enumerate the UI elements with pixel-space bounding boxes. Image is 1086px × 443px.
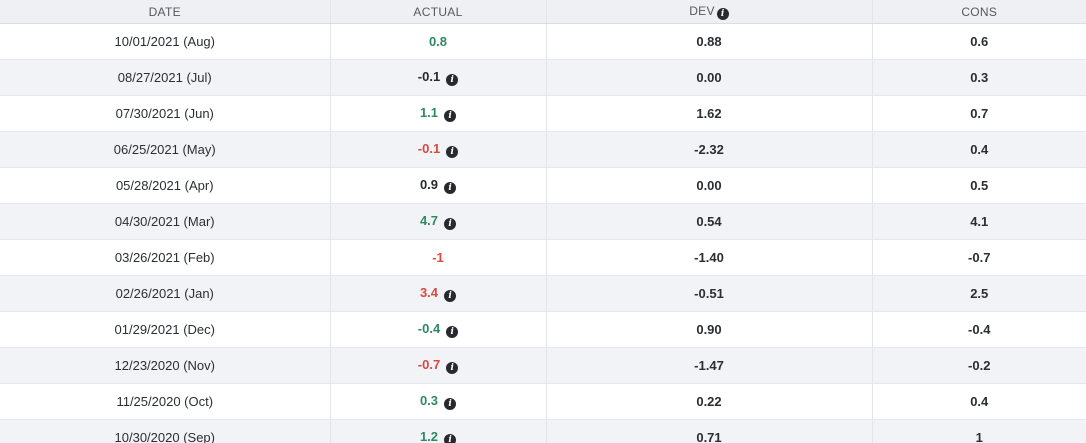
table-row: 07/30/2021 (Jun) 1.1 i 1.62 0.7 [0, 95, 1086, 132]
actual-value: 0.3 [419, 393, 439, 408]
dev-cell: 0.54 [546, 203, 873, 240]
cons-cell: -0.7 [872, 239, 1086, 276]
date-cell: 02/26/2021 (Jan) [0, 275, 331, 312]
actual-cell: -0.1 i [330, 59, 547, 96]
info-icon[interactable]: i [444, 110, 457, 122]
dev-cell: 1.62 [546, 95, 873, 132]
actual-value: 4.7 [419, 213, 439, 228]
table-header: DATE ACTUAL DEV i CONS [0, 0, 1086, 24]
cons-header-label: CONS [961, 4, 998, 19]
info-icon[interactable]: i [446, 326, 459, 338]
info-icon[interactable]: i [716, 7, 729, 20]
table-row: 05/28/2021 (Apr) 0.9 i 0.00 0.5 [0, 167, 1086, 204]
actual-cell: 0.9 i [330, 167, 547, 204]
date-cell: 08/27/2021 (Jul) [0, 59, 331, 96]
info-icon[interactable]: i [444, 182, 457, 194]
date-column-header: DATE [0, 0, 331, 24]
actual-value: -1 [432, 250, 444, 265]
dev-header-label: DEV [689, 3, 715, 18]
cons-cell: 4.1 [872, 203, 1086, 240]
date-cell: 10/01/2021 (Aug) [0, 23, 331, 60]
date-cell: 03/26/2021 (Feb) [0, 239, 331, 276]
dev-cell: -1.40 [546, 239, 873, 276]
info-icon[interactable]: i [446, 146, 459, 158]
actual-cell: -1 [330, 239, 547, 276]
dev-cell: 0.90 [546, 311, 873, 348]
table-row: 10/01/2021 (Aug) 0.8 0.88 0.6 [0, 23, 1086, 60]
table-row: 03/26/2021 (Feb) -1 -1.40 -0.7 [0, 239, 1086, 276]
cons-column-header: CONS [872, 0, 1086, 24]
date-header-label: DATE [148, 4, 181, 19]
actual-cell: 3.4 i [330, 275, 547, 312]
date-cell: 04/30/2021 (Mar) [0, 203, 331, 240]
actual-column-header: ACTUAL [330, 0, 547, 24]
cons-cell: 2.5 [872, 275, 1086, 312]
date-cell: 10/30/2020 (Sep) [0, 419, 331, 443]
actual-cell: 4.7 i [330, 203, 547, 240]
table-row: 08/27/2021 (Jul) -0.1 i 0.00 0.3 [0, 59, 1086, 96]
dev-cell: -1.47 [546, 347, 873, 384]
table-row: 10/30/2020 (Sep) 1.2 i 0.71 1 [0, 419, 1086, 443]
dev-cell: 0.88 [546, 23, 873, 60]
dev-cell: 0.00 [546, 59, 873, 96]
actual-value: -0.4 [417, 321, 441, 336]
table-row: 12/23/2020 (Nov) -0.7 i -1.47 -0.2 [0, 347, 1086, 384]
actual-cell: 1.2 i [330, 419, 547, 443]
cons-cell: -0.4 [872, 311, 1086, 348]
actual-value: -0.7 [417, 357, 441, 372]
cons-cell: 1 [872, 419, 1086, 443]
info-icon[interactable]: i [444, 398, 457, 410]
actual-header-label: ACTUAL [413, 4, 463, 19]
table-row: 06/25/2021 (May) -0.1 i -2.32 0.4 [0, 131, 1086, 168]
actual-cell: -0.4 i [330, 311, 547, 348]
table-body: 10/01/2021 (Aug) 0.8 0.88 0.6 08/27/2021 (Ju… [0, 23, 1086, 443]
date-cell: 01/29/2021 (Dec) [0, 311, 331, 348]
actual-cell: -0.7 i [330, 347, 547, 384]
actual-value: 1.1 [419, 105, 439, 120]
actual-value: 1.2 [419, 429, 439, 443]
date-cell: 06/25/2021 (May) [0, 131, 331, 168]
cons-cell: 0.4 [872, 131, 1086, 168]
actual-value: -0.1 [417, 141, 441, 156]
date-cell: 07/30/2021 (Jun) [0, 95, 331, 132]
dev-cell: -2.32 [546, 131, 873, 168]
cons-cell: 0.7 [872, 95, 1086, 132]
cons-cell: 0.3 [872, 59, 1086, 96]
actual-value: 0.8 [428, 34, 448, 49]
actual-cell: -0.1 i [330, 131, 547, 168]
actual-value: -0.1 [417, 69, 441, 84]
actual-cell: 0.3 i [330, 383, 547, 420]
info-icon[interactable]: i [444, 290, 457, 302]
date-cell: 05/28/2021 (Apr) [0, 167, 331, 204]
info-icon[interactable]: i [444, 218, 457, 230]
table-row: 04/30/2021 (Mar) 4.7 i 0.54 4.1 [0, 203, 1086, 240]
actual-value: 3.4 [419, 285, 439, 300]
info-icon[interactable]: i [446, 74, 459, 86]
dev-cell: 0.71 [546, 419, 873, 443]
dev-column-header: DEV i [546, 0, 873, 24]
cons-cell: 0.4 [872, 383, 1086, 420]
actual-cell: 1.1 i [330, 95, 547, 132]
table-row: 11/25/2020 (Oct) 0.3 i 0.22 0.4 [0, 383, 1086, 420]
cons-cell: 0.5 [872, 167, 1086, 204]
date-cell: 12/23/2020 (Nov) [0, 347, 331, 384]
info-icon[interactable]: i [444, 434, 457, 443]
info-icon[interactable]: i [446, 362, 459, 374]
table-row: 02/26/2021 (Jan) 3.4 i -0.51 2.5 [0, 275, 1086, 312]
dev-cell: -0.51 [546, 275, 873, 312]
dev-cell: 0.22 [546, 383, 873, 420]
table-row: 01/29/2021 (Dec) -0.4 i 0.90 -0.4 [0, 311, 1086, 348]
actual-value: 0.9 [419, 177, 439, 192]
cons-cell: 0.6 [872, 23, 1086, 60]
cons-cell: -0.2 [872, 347, 1086, 384]
header-row: DATE ACTUAL DEV i CONS [0, 0, 1086, 24]
actual-cell: 0.8 [330, 23, 547, 60]
dev-cell: 0.00 [546, 167, 873, 204]
date-cell: 11/25/2020 (Oct) [0, 383, 331, 420]
